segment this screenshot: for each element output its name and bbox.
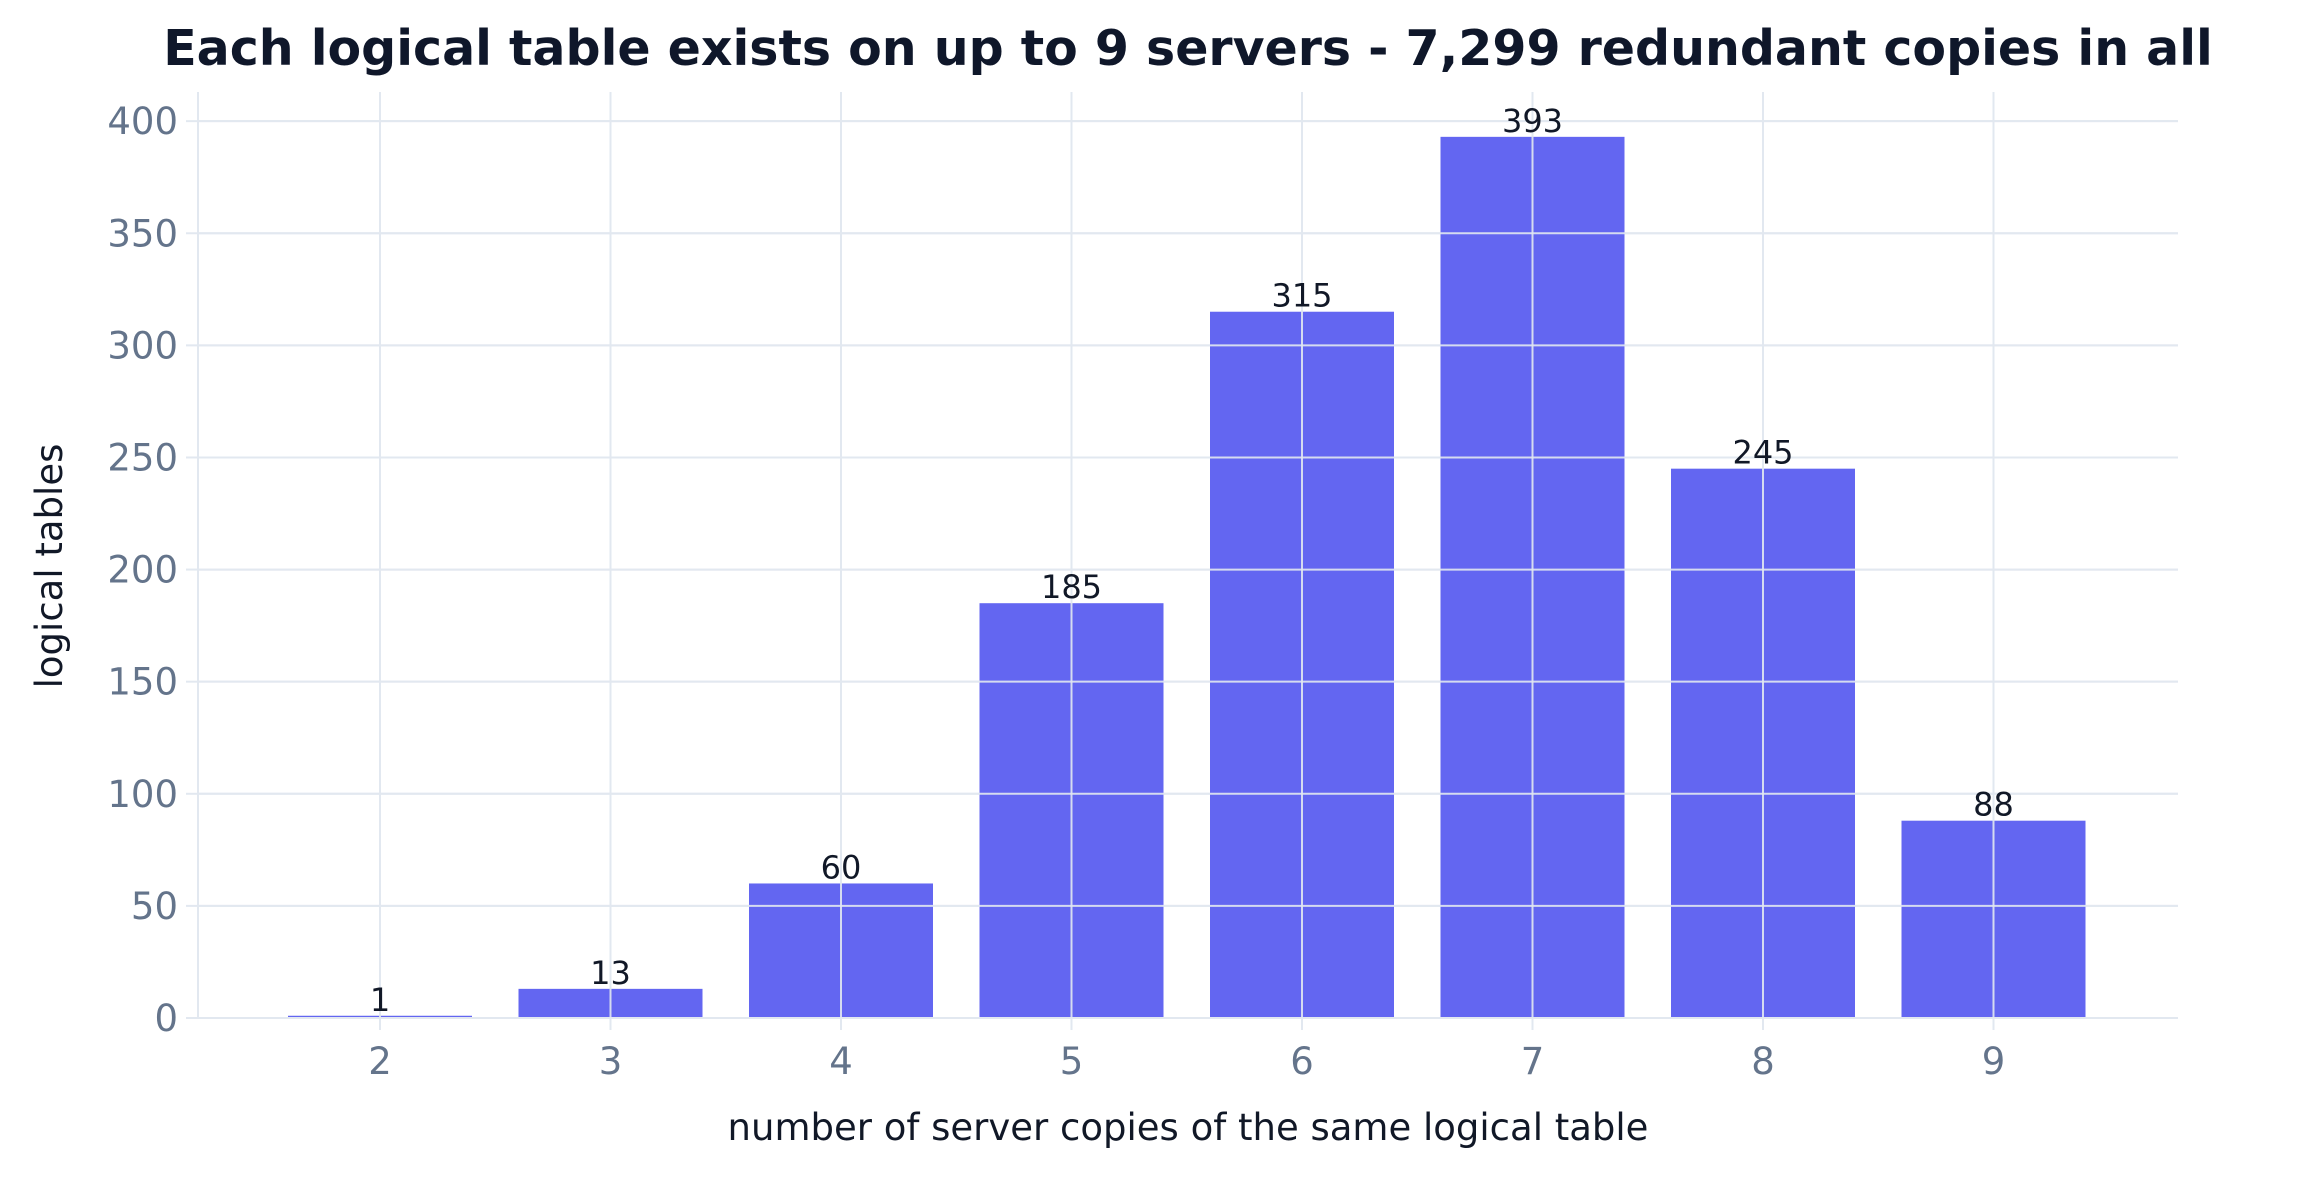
y-tick-label: 250 — [107, 436, 178, 479]
x-tick-label: 5 — [1060, 1040, 1084, 1083]
y-tick-label: 100 — [107, 773, 178, 816]
y-tick-label: 50 — [131, 885, 178, 928]
data-label: 185 — [1041, 568, 1102, 606]
x-tick-label: 2 — [368, 1040, 392, 1083]
y-tick-label: 400 — [107, 100, 178, 143]
x-tick-label: 3 — [599, 1040, 623, 1083]
grid-overlay-layer — [198, 92, 2178, 1019]
data-label: 245 — [1732, 434, 1793, 472]
x-tick-label: 8 — [1751, 1040, 1775, 1083]
x-tick-label: 9 — [1982, 1040, 2006, 1083]
y-tick-label: 300 — [107, 324, 178, 367]
y-tick-label: 350 — [107, 212, 178, 255]
data-label: 13 — [590, 954, 631, 992]
y-axis-title: logical tables — [28, 444, 71, 689]
grid-layer — [198, 92, 2178, 1019]
data-label: 60 — [821, 848, 862, 886]
y-tick-label: 150 — [107, 661, 178, 704]
chart-title: Each logical table exists on up to 9 ser… — [163, 20, 2213, 77]
data-label-layer: 1 13 60 185 315 393 245 88 — [370, 102, 2014, 1019]
x-tick-label: 7 — [1521, 1040, 1545, 1083]
data-label: 393 — [1502, 102, 1563, 140]
data-label: 1 — [370, 981, 390, 1019]
bar-layer — [288, 136, 2086, 1018]
x-tick-label: 4 — [829, 1040, 853, 1083]
x-tick-label: 6 — [1290, 1040, 1314, 1083]
data-label: 88 — [1973, 786, 2014, 824]
y-tick-label: 0 — [154, 997, 178, 1040]
axis-layer: 0 50 100 150 200 250 300 350 400 2 3 4 5 6 7 8 9 — [107, 92, 2178, 1083]
y-tick-label: 200 — [107, 549, 178, 592]
data-label: 315 — [1271, 277, 1332, 315]
x-axis-title: number of server copies of the same logi… — [728, 1106, 1649, 1149]
